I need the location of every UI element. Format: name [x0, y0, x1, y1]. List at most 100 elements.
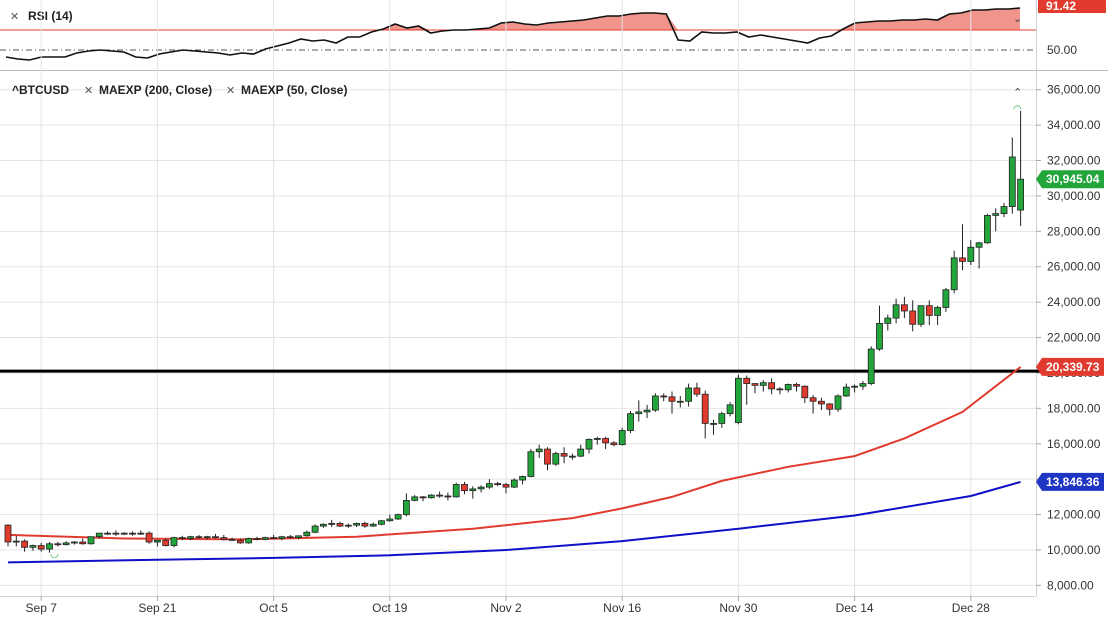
candle [710, 419, 717, 435]
candle [46, 542, 53, 553]
candle [884, 314, 892, 331]
candle-body [228, 538, 236, 541]
candle [485, 479, 493, 489]
candle-body [253, 538, 261, 540]
chevron-down-icon[interactable]: ⌄ [1013, 12, 1022, 25]
candle [228, 537, 236, 542]
candle [859, 380, 867, 390]
close-icon[interactable]: ✕ [10, 10, 19, 23]
candle-body [502, 484, 510, 488]
y-axis: 8,000.0010,000.0012,000.0014,000.0016,00… [1036, 83, 1101, 592]
close-icon[interactable]: ✕ [84, 84, 93, 97]
candle [1017, 110, 1024, 227]
candle-body [585, 438, 593, 450]
candle-body [71, 541, 78, 544]
candle [676, 395, 684, 408]
candle-body [394, 514, 402, 520]
candle-body [461, 484, 468, 492]
candle-body [901, 304, 908, 312]
candle [751, 383, 759, 394]
candle [726, 402, 734, 417]
legend-ma50[interactable]: MAEXP (50, Close) [241, 83, 347, 97]
candle-body [145, 532, 153, 543]
candle [436, 491, 444, 498]
candle [12, 535, 20, 547]
candle-body [1008, 156, 1016, 207]
candle-body [560, 453, 568, 457]
candle-body [203, 536, 211, 539]
y-tick-label: 30,000.00 [1047, 189, 1101, 203]
candle-body [668, 396, 676, 402]
candle-body [718, 413, 726, 424]
x-tick-label: Oct 19 [372, 601, 408, 615]
x-tick-label: Nov 16 [603, 601, 641, 615]
rsi-line [5, 7, 1021, 61]
candle-body [112, 532, 120, 535]
candle-body [494, 483, 502, 485]
candle-body [975, 242, 983, 248]
candle-body [693, 387, 701, 395]
candle [668, 391, 676, 414]
candle [54, 542, 62, 547]
candle-body [452, 484, 460, 498]
chevron-up-icon[interactable]: ⌃ [1013, 86, 1022, 99]
candle-body [593, 438, 601, 440]
candle [627, 411, 634, 434]
candle [427, 494, 435, 499]
candle [112, 530, 120, 536]
candle [104, 531, 111, 535]
candle-body [842, 386, 850, 397]
candle-body [46, 543, 53, 550]
candle-body [643, 409, 651, 413]
candle [452, 482, 460, 498]
legend-symbol[interactable]: ^BTCUSD [12, 83, 69, 97]
rsi-value-tag-bg [1038, 0, 1106, 13]
candle-body [834, 395, 842, 410]
candle-body [4, 524, 12, 543]
candle [170, 536, 178, 548]
candle [203, 535, 211, 540]
candle [510, 478, 518, 489]
candle-body [735, 377, 742, 423]
candle [402, 493, 410, 517]
close-icon[interactable]: ✕ [226, 84, 235, 97]
candle [809, 395, 817, 414]
candle-body [859, 383, 867, 387]
candle-body [278, 536, 286, 539]
candle-body [635, 411, 643, 415]
candle-body [37, 545, 45, 550]
candle [29, 544, 37, 551]
candle-body [984, 214, 991, 244]
candle-body [336, 523, 344, 527]
candle [519, 475, 526, 485]
candle-body [286, 536, 294, 539]
candle [178, 535, 186, 541]
candle [444, 492, 452, 501]
candle-body [187, 536, 195, 539]
candle-body [867, 348, 875, 384]
candle [768, 378, 775, 395]
candle [867, 346, 875, 386]
candle-body [402, 500, 410, 515]
candle-body [950, 257, 958, 291]
candle-body [444, 495, 452, 498]
candle-body [419, 496, 427, 499]
candle-body [676, 400, 684, 403]
candle [261, 536, 269, 541]
legend-ma200[interactable]: MAEXP (200, Close) [99, 83, 212, 97]
reload-icon: ◠ [1013, 104, 1022, 115]
candle [959, 224, 966, 271]
candle [759, 380, 767, 392]
candle-body [826, 403, 834, 410]
candle-body [992, 213, 1000, 216]
candle [236, 538, 244, 544]
candle-body [1000, 206, 1008, 215]
rsi-axis-label: 50.00 [1047, 43, 1077, 57]
candle [909, 300, 917, 332]
candle-body [851, 385, 858, 388]
candle [469, 486, 477, 499]
price-tag: 30,945.04 [1036, 170, 1104, 189]
candle-body [344, 524, 352, 527]
candle [129, 531, 136, 536]
